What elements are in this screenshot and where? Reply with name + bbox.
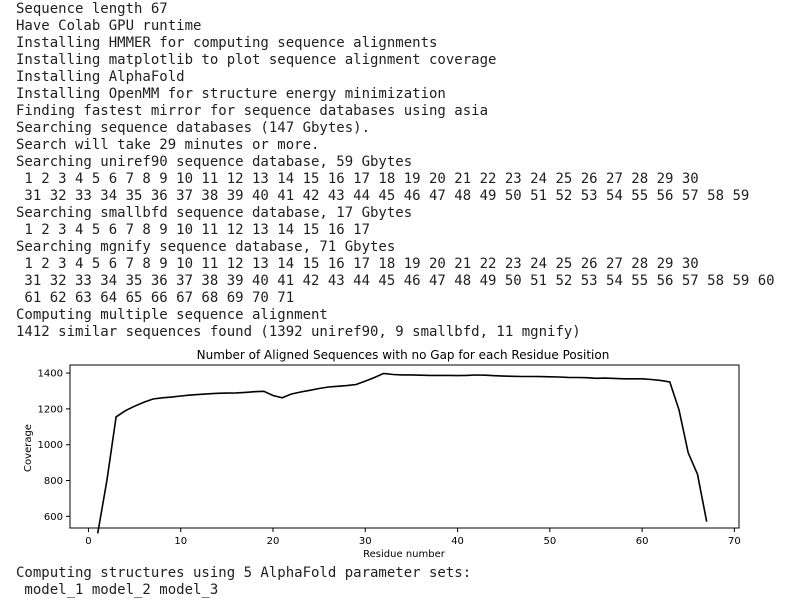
x-tick-label: 20 — [267, 536, 280, 547]
y-tick-label: 1000 — [38, 440, 63, 451]
log-line: Search will take 29 minutes or more. — [16, 137, 320, 153]
log-line: 1 2 3 4 5 6 7 8 9 10 11 12 13 14 15 16 1… — [16, 171, 699, 187]
log-line: Searching uniref90 sequence database, 59… — [16, 154, 413, 170]
y-tick-label: 1200 — [38, 404, 63, 415]
log-line: Searching sequence databases (147 Gbytes… — [16, 120, 371, 136]
log-line: Have Colab GPU runtime — [16, 18, 202, 34]
plot-frame — [69, 364, 740, 529]
log-line: Computing multiple sequence alignment — [16, 307, 328, 323]
x-tick-label: 30 — [359, 536, 372, 547]
coverage-chart: Number of Aligned Sequences with no Gap … — [23, 348, 741, 560]
coverage-series-line — [96, 372, 708, 534]
log-line: Installing HMMER for computing sequence … — [16, 35, 438, 51]
log-line: Sequence length 67 — [16, 1, 168, 17]
y-tick-label: 800 — [44, 476, 63, 487]
log-line: Installing AlphaFold — [16, 69, 185, 85]
x-tick-label: 50 — [543, 536, 556, 547]
log-line: Searching smallbfd sequence database, 17… — [16, 205, 413, 221]
log-line: model_1 model_2 model_3 — [16, 582, 219, 598]
log-line: 1 2 3 4 5 6 7 8 9 10 11 12 13 14 15 16 1… — [16, 222, 371, 238]
log-line: Installing OpenMM for structure energy m… — [16, 86, 446, 102]
x-tick-label: 40 — [451, 536, 464, 547]
output-log: Sequence length 67 Have Colab GPU runtime… — [16, 1, 775, 341]
y-tick-label: 600 — [44, 512, 63, 523]
log-line: 1412 similar sequences found (1392 unire… — [16, 324, 581, 340]
output-log-after-chart: Computing structures using 5 AlphaFold p… — [16, 565, 471, 599]
log-line: Searching mgnify sequence database, 71 G… — [16, 239, 396, 255]
log-line: 61 62 63 64 65 66 67 68 69 70 71 — [16, 290, 295, 306]
y-tick-label: 1400 — [38, 369, 63, 380]
x-axis-label: Residue number — [363, 549, 446, 560]
log-line: Computing structures using 5 AlphaFold p… — [16, 565, 472, 581]
log-line: 1 2 3 4 5 6 7 8 9 10 11 12 13 14 15 16 1… — [16, 256, 699, 272]
log-line: Installing matplotlib to plot sequence a… — [16, 52, 497, 68]
log-line: Finding fastest mirror for sequence data… — [16, 103, 489, 119]
chart-title: Number of Aligned Sequences with no Gap … — [197, 348, 610, 362]
x-tick-label: 70 — [728, 536, 741, 547]
x-tick-label: 0 — [85, 536, 91, 547]
log-line: 31 32 33 34 35 36 37 38 39 40 41 42 43 4… — [16, 188, 750, 204]
x-tick-label: 10 — [174, 536, 187, 547]
y-axis-label: Coverage — [23, 424, 34, 472]
x-tick-label: 60 — [636, 536, 649, 547]
log-line: 31 32 33 34 35 36 37 38 39 40 41 42 43 4… — [16, 273, 775, 289]
